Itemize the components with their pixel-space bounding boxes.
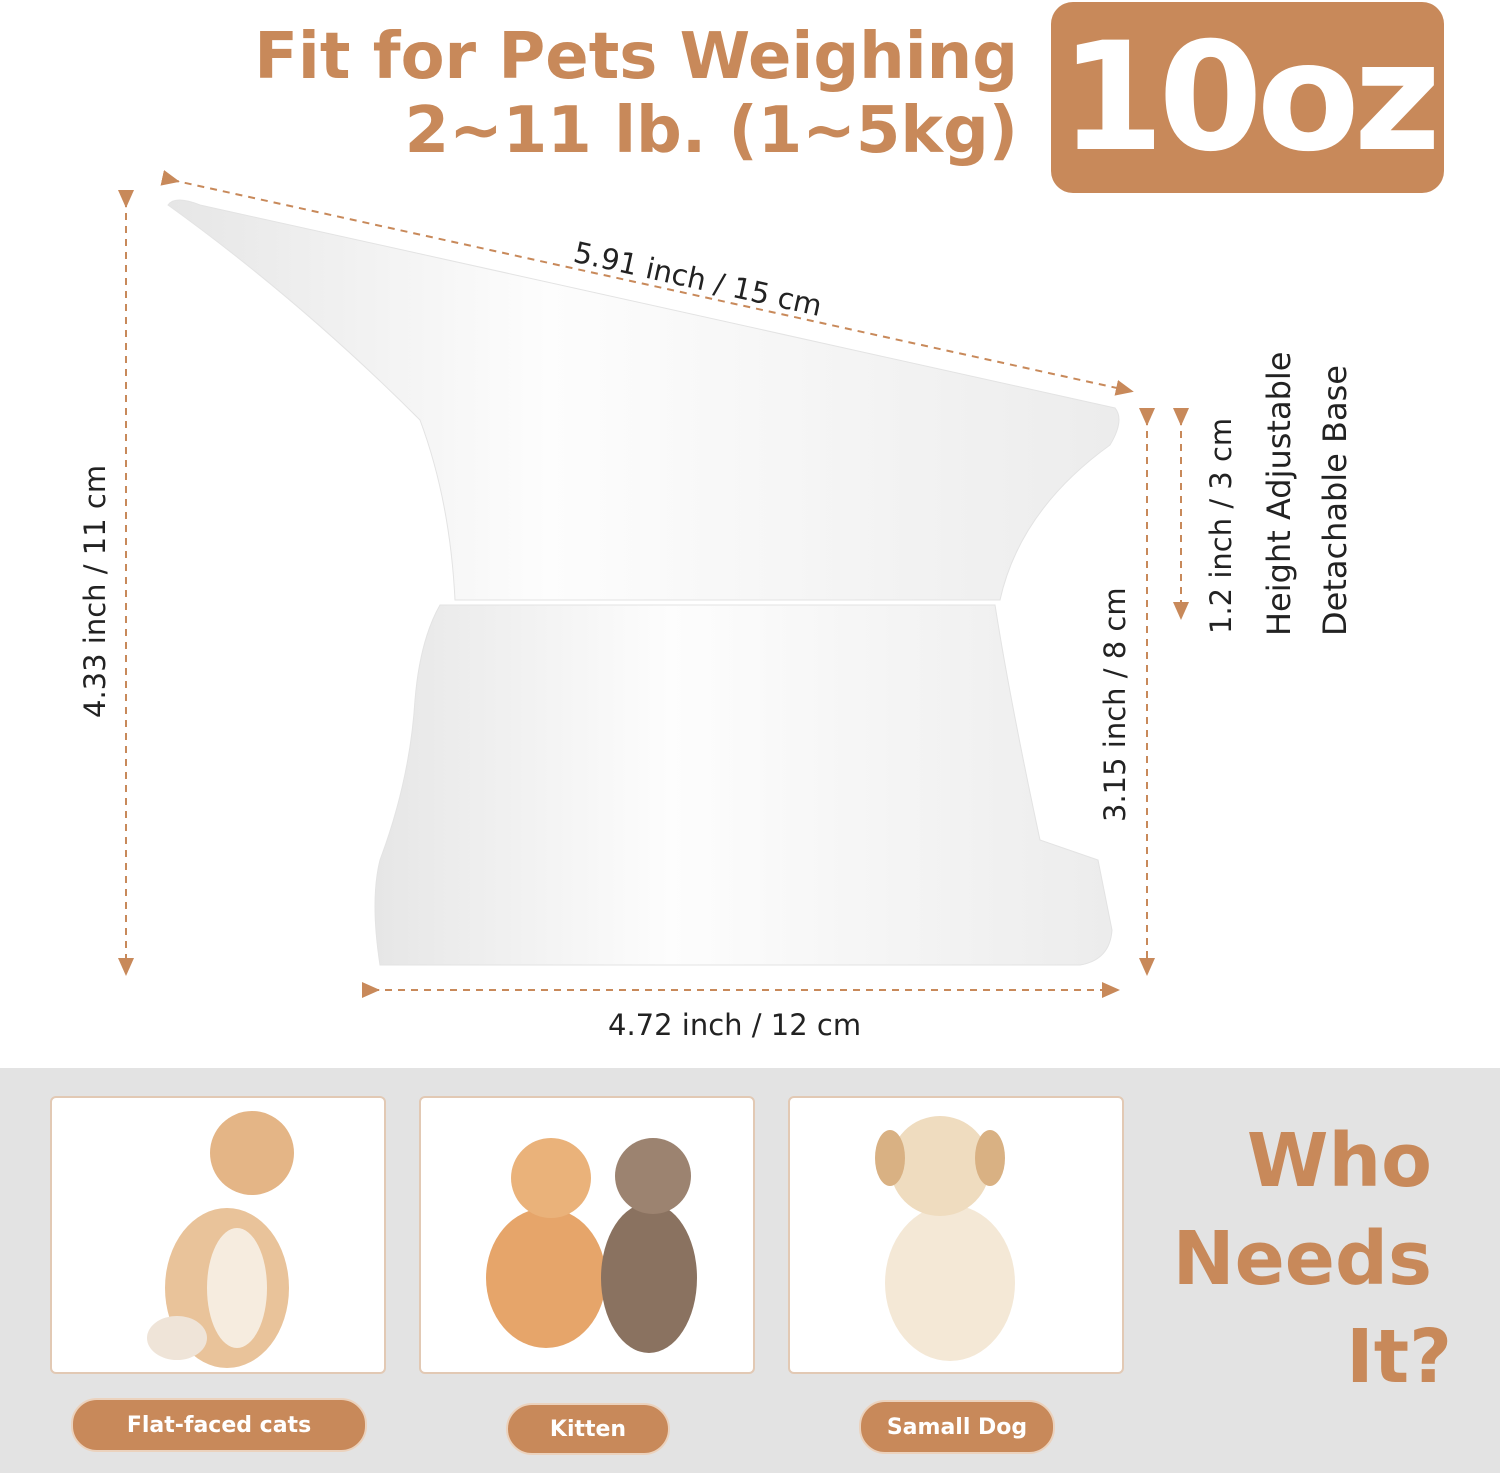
- who-line-1: Who: [1246, 1118, 1432, 1204]
- pet-label-flat-faced-cats: Flat-faced cats: [71, 1398, 367, 1452]
- diagonal-dimension-line: [160, 170, 1134, 396]
- feature-height-adjustable: Height Adjustable: [1260, 351, 1298, 636]
- who-line-2: Needs: [1172, 1216, 1432, 1302]
- flat-faced-cat-photo: [147, 1111, 294, 1368]
- puppy-photo: [875, 1116, 1015, 1361]
- headline: Fit for Pets Weighing 2~11 lb. (1~5kg): [254, 20, 1018, 168]
- pet-card-small-dog: [788, 1096, 1124, 1374]
- height-label: 4.33 inch / 11 cm: [78, 464, 112, 718]
- bowl-illustration: [118, 170, 1189, 998]
- pet-label-kitten: Kitten: [506, 1403, 670, 1455]
- adjust-height-label: 1.2 inch / 3 cm: [1204, 417, 1238, 634]
- kittens-photo: [486, 1138, 697, 1353]
- headline-line-2: 2~11 lb. (1~5kg): [404, 94, 1018, 168]
- bowl-base: [374, 604, 1113, 966]
- width-label: 4.72 inch / 12 cm: [608, 1008, 862, 1042]
- headline-line-1: Fit for Pets Weighing: [254, 20, 1018, 94]
- who-line-3: It?: [1346, 1314, 1452, 1400]
- pet-label-small-dog: Samall Dog: [859, 1400, 1055, 1454]
- pet-card-flat-faced-cat: [50, 1096, 386, 1374]
- pet-card-kitten: [419, 1096, 755, 1374]
- feature-detachable-base: Detachable Base: [1316, 365, 1354, 636]
- base-height-label: 3.15 inch / 8 cm: [1098, 587, 1132, 822]
- who-needs-it-heading: Who Needs It?: [1173, 1112, 1452, 1406]
- capacity-badge: 10oz: [1051, 2, 1444, 193]
